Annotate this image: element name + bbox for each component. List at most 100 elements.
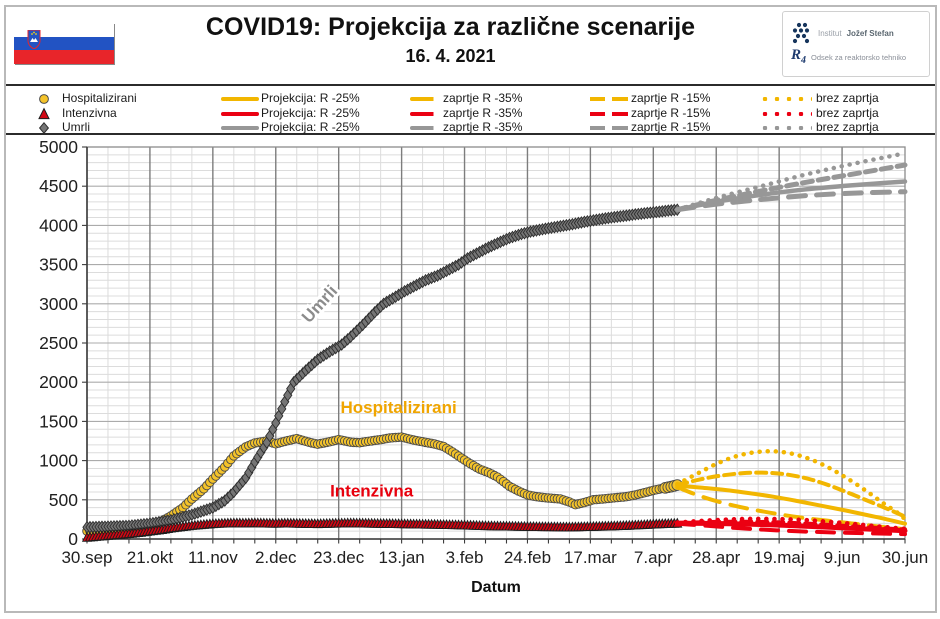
legend-line-sample-dash (590, 97, 628, 101)
logo-dot (795, 33, 801, 39)
logo-dot (792, 28, 798, 33)
header: COVID19: Projekcija za različne scenarij… (6, 7, 935, 86)
projection-umrli-brez-zaprtja (675, 151, 908, 212)
legend-scenario-label: Projekcija: R -25% (261, 105, 360, 120)
projection-line (674, 162, 908, 213)
projection-line (675, 470, 907, 519)
logo-dot (801, 33, 807, 39)
projection-line (675, 483, 907, 526)
legend-line-sample-solid (221, 97, 259, 101)
series-label-hospitalizirani: Hospitalizirani (341, 398, 457, 417)
outer-frame: COVID19: Projekcija za različne scenarij… (4, 5, 937, 613)
y-tick-label: 4000 (39, 215, 78, 235)
projection-hospitalizirani-brez-zaprtja (675, 449, 908, 522)
logo-dot (796, 22, 802, 28)
legend-scenario-label: zaprtje R -35% (443, 91, 523, 105)
triangle-marker-icon (38, 106, 50, 119)
y-tick-label: 5000 (39, 137, 78, 157)
department-name: Odsek za reaktorsko tehniko (811, 52, 907, 62)
triangle-marker-shape (38, 106, 50, 119)
legend-line-sample-dash-long (410, 97, 440, 101)
report-date: 16. 4. 2021 (405, 46, 496, 66)
projection-line (674, 189, 908, 213)
x-tick-label: 23.dec (313, 548, 365, 567)
series-label-intenzivna: Intenzivna (330, 482, 414, 501)
y-tick-label: 2000 (39, 372, 78, 392)
ijs-dots-icon (792, 22, 810, 44)
projection-hospitalizirani-zaprtje-r-15- (675, 470, 907, 519)
chart-legend: Hospitalizirani Projekcija: R -25% zaprtje… (6, 86, 935, 135)
legend-series-name: Umrli (62, 120, 90, 134)
legend-scenario-label: zaprtje R -15% (631, 120, 711, 134)
projection-line (675, 485, 907, 532)
institute-name-bold: Jožef Stefan (846, 28, 894, 38)
legend-scenario-label: Projekcija: R -25% (261, 120, 360, 134)
logo-dot (804, 38, 810, 44)
projection-umrli-zaprtje-r-15- (674, 162, 908, 213)
projection-hospitalizirani-zaprtje-r-35- (675, 485, 907, 532)
x-tick-label: 30.sep (61, 548, 112, 567)
x-tick-label: 17.mar (564, 548, 617, 567)
y-tick-label: 3000 (39, 294, 78, 314)
legend-series-name: Hospitalizirani (62, 91, 137, 105)
x-tick-label: 9.jun (824, 548, 861, 567)
projection-intenzivna-brez-zaprtja (675, 516, 908, 532)
axes (82, 146, 906, 544)
y-tick-label: 2500 (39, 333, 78, 353)
legend-scenario-label: zaprtje R -15% (631, 105, 711, 120)
series-intenzivna-markers (81, 517, 683, 542)
logo-dot (798, 28, 804, 33)
x-tick-label: 13.jan (378, 548, 424, 567)
title-block: COVID19: Projekcija za različne scenarij… (116, 13, 785, 67)
legend-line-sample-dash-long (410, 126, 440, 130)
projection-line (675, 516, 908, 532)
legend-line-sample-dot (762, 111, 812, 117)
projection-intenzivna-projekcija-r-25- (674, 520, 908, 534)
legend-scenario-label: brez zaprtja (816, 105, 879, 120)
legend-row-intenzivna: Intenzivna Projekcija: R -25% zaprtje R -3… (6, 106, 935, 121)
flag-coat-of-arms (27, 30, 41, 49)
x-tick-label: 21.okt (127, 548, 174, 567)
x-tick-label: 19.maj (754, 548, 805, 567)
diamond-marker-icon (38, 122, 50, 134)
logo-dot (804, 28, 810, 33)
legend-scenario-label: brez zaprtja (816, 120, 879, 134)
diamond-marker-shape (38, 122, 50, 134)
x-tick-label: 28.apr (692, 548, 741, 567)
y-tick-label: 500 (49, 490, 78, 510)
legend-scenario-label: Projekcija: R -25% (261, 91, 360, 105)
y-tick-label: 0 (68, 529, 78, 549)
y-tick-label: 3500 (39, 255, 78, 275)
legend-line-sample-solid (221, 126, 259, 130)
projection-line (675, 151, 908, 212)
x-tick-label: 3.feb (446, 548, 484, 567)
legend-scenario-label: zaprtje R -15% (631, 91, 711, 105)
institute-name-light: Institut (818, 28, 842, 38)
department-logo-row: R4 Odsek za reaktorsko tehniko (791, 48, 906, 66)
legend-line-sample-dot (762, 97, 812, 102)
chart-area: 0 500 1000 1500 2000 2500 3000 3500 4000 4500 5000… (6, 135, 935, 607)
logo-dot (792, 38, 798, 44)
axis-labels: 0 500 1000 1500 2000 2500 3000 3500 4000 4500 5000… (39, 137, 928, 596)
legend-line-sample-dash (590, 126, 628, 130)
logo-dot (802, 22, 808, 28)
legend-row-hospitalizirani: Hospitalizirani Projekcija: R -25% zaprtje… (6, 91, 935, 106)
legend-line-sample-dash-long (410, 111, 440, 116)
x-tick-label: 24.feb (504, 548, 551, 567)
legend-line-sample-dot (762, 126, 812, 131)
y-tick-label: 1000 (39, 451, 78, 471)
x-tick-label: 11.nov (188, 548, 238, 567)
page-title: COVID19: Projekcija za različne scenarij… (205, 13, 696, 41)
slovenia-flag (14, 23, 114, 64)
legend-scenario-label: brez zaprtja (816, 91, 879, 105)
institute-logo-box: Institut Jožef Stefan R4 Odsek za reakto… (782, 11, 930, 77)
r4-logo: R4 (791, 47, 807, 66)
x-tick-label: 7.apr (634, 548, 673, 567)
institute-logo-row: Institut Jožef Stefan (791, 22, 894, 44)
legend-line-sample-solid (221, 111, 259, 116)
flag-stripe-red (14, 50, 114, 64)
circle-marker-shape (39, 94, 49, 104)
x-tick-label: 30.jun (882, 548, 928, 567)
y-tick-label: 4500 (39, 176, 78, 196)
